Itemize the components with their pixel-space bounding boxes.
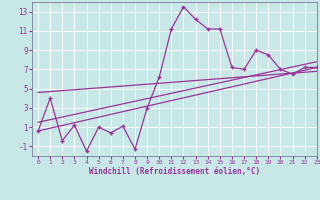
X-axis label: Windchill (Refroidissement éolien,°C): Windchill (Refroidissement éolien,°C) xyxy=(89,167,260,176)
